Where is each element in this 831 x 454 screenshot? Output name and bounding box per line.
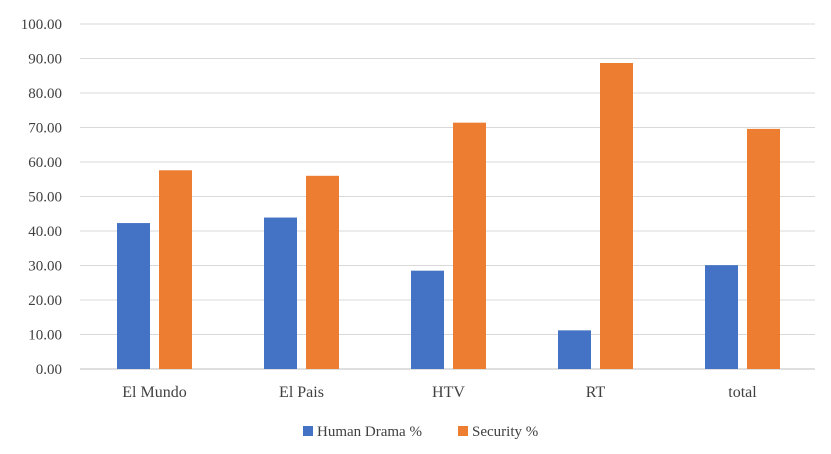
y-tick-label: 30.00 <box>28 259 62 275</box>
y-tick-label: 40.00 <box>28 224 62 240</box>
bar-security-el-pais <box>306 175 339 369</box>
y-tick-label: 10.00 <box>28 328 62 344</box>
bar-human-drama-el-pais <box>264 217 297 369</box>
x-category-label: RT <box>586 384 606 401</box>
y-tick-label: 60.00 <box>28 155 62 171</box>
x-category-label: El Mundo <box>122 384 186 401</box>
y-tick-label: 100.00 <box>21 17 62 33</box>
bar-human-drama-rt <box>558 330 591 369</box>
bar-security-el-mundo <box>159 170 192 369</box>
y-axis-tick-labels: 0.00 10.00 20.00 30.00 40.00 50.00 60.00 70.00 8… <box>21 17 62 378</box>
x-category-label: total <box>728 384 757 401</box>
legend-label-human-drama: Human Drama % <box>317 424 422 440</box>
legend-swatch-security <box>458 426 468 436</box>
x-category-label: El Pais <box>279 384 324 401</box>
bar-human-drama-htv <box>411 270 444 369</box>
y-tick-label: 70.00 <box>28 121 62 137</box>
bars <box>117 62 780 370</box>
bar-security-total <box>747 128 780 369</box>
x-axis-category-labels: El Mundo El Pais HTV RT total <box>122 384 757 401</box>
y-tick-label: 90.00 <box>28 52 62 68</box>
legend: Human Drama % Security % <box>303 424 538 440</box>
y-tick-label: 20.00 <box>28 293 62 309</box>
bar-security-rt <box>600 62 633 370</box>
bar-human-drama-total <box>705 265 738 369</box>
y-tick-label: 50.00 <box>28 190 62 206</box>
legend-label-security: Security % <box>472 424 538 440</box>
bar-human-drama-el-mundo <box>117 223 150 369</box>
y-tick-label: 80.00 <box>28 86 62 102</box>
bar-security-htv <box>453 122 486 369</box>
x-category-label: HTV <box>432 384 465 401</box>
legend-swatch-human-drama <box>303 426 313 436</box>
gridlines <box>80 23 815 370</box>
y-tick-label: 0.00 <box>36 362 62 378</box>
